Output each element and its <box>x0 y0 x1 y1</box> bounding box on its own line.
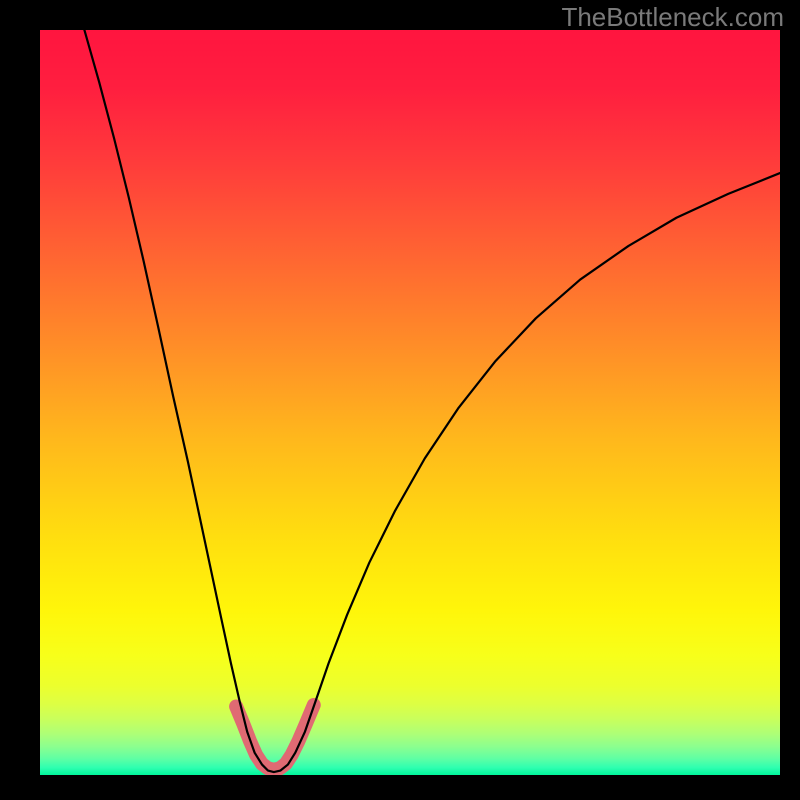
plot-svg <box>40 30 780 775</box>
gradient-background <box>40 30 780 775</box>
plot-area <box>40 30 780 775</box>
watermark-text: TheBottleneck.com <box>561 2 784 33</box>
